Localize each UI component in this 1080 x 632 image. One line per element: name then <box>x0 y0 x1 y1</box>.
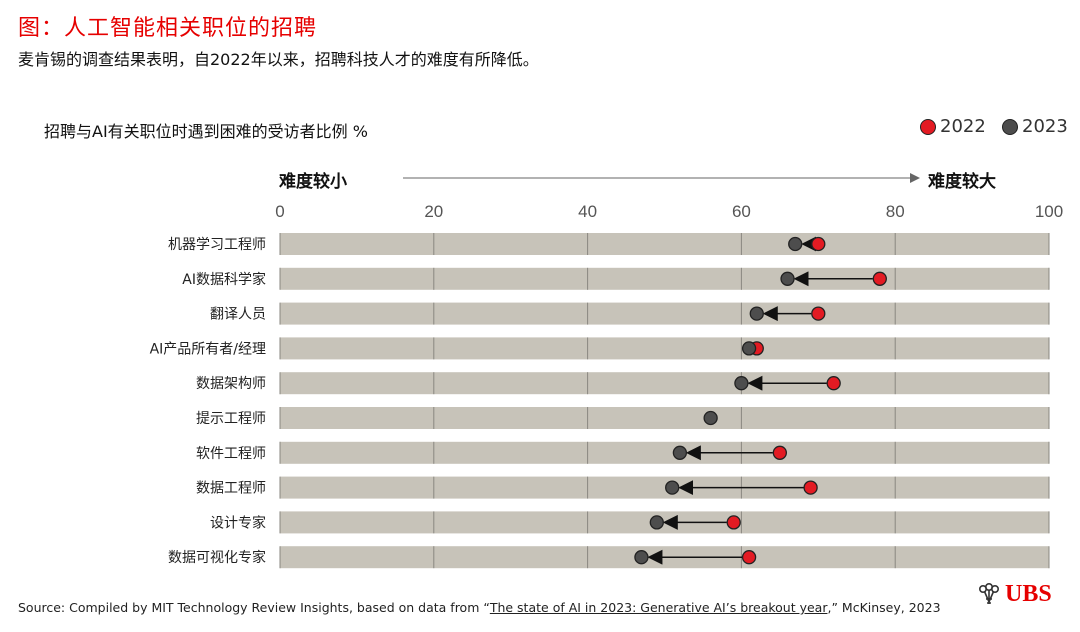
point-2023 <box>634 550 649 565</box>
legend-label-2022: 2022 <box>940 116 986 137</box>
point-2023 <box>649 515 664 530</box>
row-bar <box>280 337 1049 360</box>
row-bar <box>280 511 1049 534</box>
category-label: AI数据科学家 <box>182 271 266 288</box>
point-2022 <box>811 236 826 252</box>
legend-item-2023: 2023 <box>1002 116 1068 137</box>
page-title: 图：人工智能相关职位的招聘 <box>18 16 318 41</box>
point-2023 <box>703 410 718 426</box>
row-bar <box>280 476 1049 499</box>
legend-label-2023: 2023 <box>1022 116 1068 137</box>
category-label: 数据架构师 <box>196 376 266 392</box>
legend-dot-2022 <box>920 118 936 135</box>
category-label: 提示工程师 <box>196 411 266 427</box>
point-2023 <box>741 341 757 356</box>
point-2023 <box>734 376 749 391</box>
point-2022 <box>872 271 887 286</box>
category-label: 软件工程师 <box>196 446 266 462</box>
x-tick-label: 0 <box>275 202 284 221</box>
ubs-logo: UBS <box>976 581 1052 608</box>
source-prefix: Source: Compiled by MIT Technology Revie… <box>18 600 490 615</box>
direction-more-label: 难度较大 <box>928 172 996 192</box>
legend-item-2022: 2022 <box>920 116 986 137</box>
point-2022 <box>811 306 826 321</box>
point-2023 <box>788 236 803 252</box>
row-bar <box>280 441 1049 464</box>
category-label: 翻译人员 <box>210 307 266 323</box>
point-2022 <box>741 550 757 565</box>
x-tick-label: 40 <box>578 202 597 221</box>
x-tick-label: 20 <box>424 202 443 221</box>
row-bar <box>280 372 1049 395</box>
point-2023 <box>665 480 680 495</box>
ubs-logo-text: UBS <box>1005 581 1052 607</box>
point-2022 <box>772 445 787 460</box>
category-label: 数据工程师 <box>196 481 266 497</box>
row-bar <box>280 267 1049 290</box>
point-2022 <box>803 480 818 495</box>
x-tick-label: 80 <box>886 202 905 221</box>
row-bar <box>280 233 1049 255</box>
point-2023 <box>749 306 764 321</box>
source-suffix: ,” McKinsey, 2023 <box>827 600 941 615</box>
point-2023 <box>780 271 795 286</box>
source-link[interactable]: The state of AI in 2023: Generative AI’s… <box>489 600 828 615</box>
point-2023 <box>672 445 688 460</box>
chart-title: 招聘与AI有关职位时遇到困难的受访者比例 % <box>44 122 368 141</box>
ubs-keys-icon <box>978 582 1000 604</box>
source-note: Source: Compiled by MIT Technology Revie… <box>18 600 941 615</box>
category-label: 设计专家 <box>210 514 266 531</box>
point-2022 <box>726 515 741 530</box>
category-label: 数据可视化专家 <box>168 549 266 566</box>
x-tick-label: 60 <box>732 202 751 221</box>
direction-less-label: 难度较小 <box>279 172 347 192</box>
row-bar <box>280 302 1049 325</box>
point-2022 <box>826 376 841 391</box>
legend-dot-2023 <box>1002 118 1018 135</box>
row-bar <box>280 407 1049 429</box>
category-label: AI产品所有者/经理 <box>150 341 266 357</box>
category-label: 机器学习工程师 <box>168 237 266 253</box>
x-tick-label: 100 <box>1035 202 1063 221</box>
page-subtitle: 麦肯锡的调查结果表明，自2022年以来，招聘科技人才的难度有所降低。 <box>18 50 539 69</box>
